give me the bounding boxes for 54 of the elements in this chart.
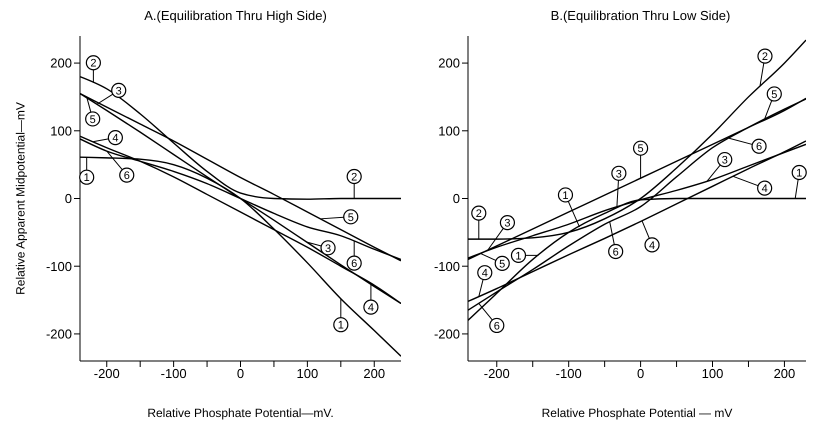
- annotation: 1: [515, 250, 522, 262]
- annotation: 1: [338, 320, 344, 332]
- chart-title: B.(Equilibration Thru Low Side): [550, 8, 732, 25]
- annotation: 4: [112, 132, 118, 145]
- x-tick-label: 0: [636, 366, 644, 382]
- annotation: 3: [616, 168, 622, 180]
- annotation: 6: [756, 141, 762, 154]
- annotation: 4: [648, 240, 656, 252]
- x-tick-label: -100: [160, 366, 187, 382]
- x-tick-label: 200: [363, 366, 386, 382]
- y-tick-label: -100: [434, 258, 460, 274]
- annotation: 6: [124, 170, 130, 182]
- annotation: 1: [562, 190, 569, 202]
- annotation: 3: [116, 85, 122, 98]
- y-tick-label: 100: [50, 123, 72, 138]
- annotation: 5: [771, 88, 778, 101]
- x-tick-label: 100: [702, 366, 724, 382]
- x-tick-label: -100: [556, 366, 582, 382]
- annotation: 6: [612, 246, 619, 259]
- annotation: 2: [351, 172, 358, 184]
- annotation: 5: [348, 212, 354, 224]
- annotation: 3: [504, 218, 510, 230]
- annotation: 2: [762, 51, 768, 64]
- x-tick-label: 100: [296, 366, 318, 382]
- chart-title: A.(Equilibration Thru High Side): [143, 8, 328, 25]
- annotation: 6: [494, 320, 500, 332]
- annotation: 1: [84, 172, 90, 184]
- x-axis-title: Relative Phosphate Potential—mV.: [147, 406, 334, 420]
- annotation: 5: [638, 143, 644, 156]
- y-tick-label: -100: [46, 258, 72, 274]
- annotation: 2: [90, 58, 96, 70]
- y-tick-label: -200: [46, 326, 72, 342]
- x-axis-title: Relative Phosphate Potential — mV: [542, 406, 732, 420]
- y-tick-label: 200: [50, 56, 72, 71]
- annotation: 3: [722, 154, 728, 167]
- annotation: 4: [762, 183, 768, 196]
- annotation: 3: [324, 242, 332, 255]
- annotation: 1: [796, 168, 802, 180]
- x-tick-label: -200: [94, 366, 120, 382]
- annotation: 4: [368, 302, 374, 314]
- annotation: 4: [482, 268, 488, 280]
- annotation: 2: [476, 208, 482, 220]
- y-axis-title: Relative Apparent Midpotential—mV: [13, 102, 28, 295]
- y-tick-label: 100: [438, 123, 460, 138]
- annotation: 6: [351, 258, 358, 270]
- x-tick-label: 0: [236, 366, 244, 382]
- y-tick-label: -200: [434, 326, 460, 342]
- x-tick-label: 200: [774, 366, 796, 382]
- x-tick-label: -200: [484, 366, 510, 382]
- annotation: 5: [499, 258, 506, 270]
- y-tick-label: 0: [452, 191, 460, 206]
- annotation: 5: [90, 114, 96, 126]
- y-tick-label: 200: [438, 56, 460, 71]
- y-tick-label: 0: [64, 191, 72, 206]
